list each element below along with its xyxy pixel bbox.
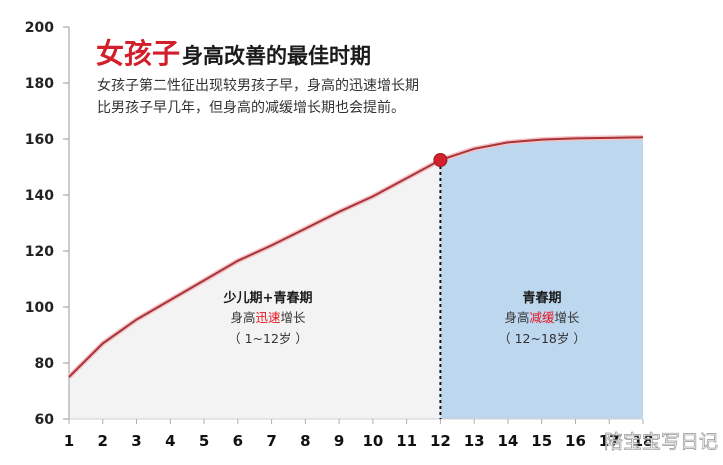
region-right-desc-pre: 身高 [504, 310, 529, 325]
region-left-heading: 少儿期+青春期 [223, 290, 313, 306]
x-tick-label: 4 [165, 432, 175, 450]
y-tick-label: 60 [35, 412, 55, 428]
y-tick-label: 140 [25, 188, 54, 204]
region-left-range: （ 1~12岁 ） [228, 331, 308, 346]
x-axis-ticks: 1 2 3 4 5 6 7 8 9 10 11 12 13 14 15 16 17 18 [64, 419, 654, 450]
watermark-text: 陪宝宝写日记 [604, 431, 718, 453]
region-left-desc-highlight: 迅速 [255, 310, 281, 325]
subtitle-line-2: 比男孩子早几年，但身高的减缓增长期也会提前。 [97, 99, 405, 116]
x-tick-label: 5 [199, 432, 209, 450]
region-right-desc-post: 增长 [555, 310, 581, 325]
x-tick-label: 13 [464, 432, 485, 450]
region-label-right: 青春期 身高减缓增长 （ 12~18岁 ） [498, 290, 586, 346]
y-tick-label: 180 [25, 76, 54, 92]
region-right-desc-highlight: 减缓 [529, 310, 555, 325]
x-tick-label: 12 [430, 432, 451, 450]
x-tick-label: 6 [233, 432, 243, 450]
height-curve-line [68, 136, 644, 378]
y-tick-label: 100 [25, 300, 54, 316]
x-tick-label: 10 [362, 432, 383, 450]
title-highlight: 女孩子 [96, 37, 180, 70]
x-tick-label: 15 [531, 432, 552, 450]
region-right-desc: 身高减缓增长 [504, 310, 580, 325]
y-tick-label: 80 [35, 356, 55, 372]
age-12-marker [433, 153, 448, 167]
subtitle-line-1: 女孩子第二性征出现较男孩子早，身高的迅速增长期 [97, 77, 419, 94]
x-tick-label: 11 [396, 432, 417, 450]
region-fill-slow-growth [440, 137, 643, 420]
y-tick-label: 120 [25, 244, 54, 260]
y-tick-label: 160 [25, 132, 54, 148]
x-tick-label: 2 [98, 432, 108, 450]
chart-title: 女孩子身高改善的最佳时期 [96, 37, 371, 70]
region-left-desc-post: 增长 [281, 310, 307, 325]
y-tick-label: 200 [25, 20, 54, 36]
region-label-left: 少儿期+青春期 身高迅速增长 （ 1~12岁 ） [223, 290, 313, 346]
x-tick-label: 1 [64, 432, 74, 450]
x-tick-label: 18 [633, 432, 654, 450]
region-right-heading: 青春期 [522, 290, 561, 306]
x-tick-label: 7 [266, 432, 276, 450]
title-rest: 身高改善的最佳时期 [182, 44, 371, 68]
x-tick-label: 17 [599, 432, 620, 450]
region-right-range: （ 12~18岁 ） [498, 331, 586, 346]
x-tick-label: 16 [565, 432, 586, 450]
x-tick-label: 14 [498, 432, 519, 450]
region-left-desc: 身高迅速增长 [230, 310, 306, 325]
x-tick-label: 3 [131, 432, 141, 450]
x-tick-label: 8 [300, 432, 310, 450]
y-axis-ticks: 60 80 100 120 140 160 180 200 [25, 20, 69, 428]
region-left-desc-pre: 身高 [230, 310, 255, 325]
region-fill-early-growth [69, 160, 441, 419]
x-tick-label: 9 [334, 432, 344, 450]
